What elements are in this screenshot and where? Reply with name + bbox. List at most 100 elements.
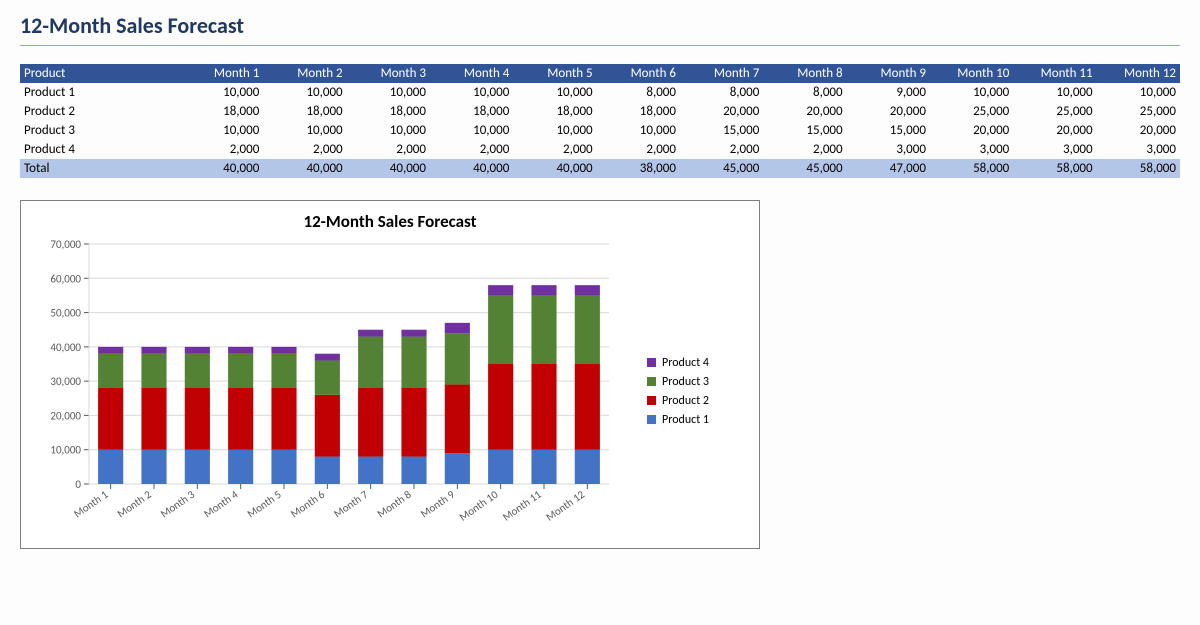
cell-value: 2,000 [680, 140, 763, 159]
cell-value: 20,000 [1013, 121, 1096, 140]
title-divider [20, 45, 1180, 46]
bar-segment [141, 388, 166, 450]
bar-segment [575, 450, 600, 484]
cell-value: 10,000 [180, 121, 263, 140]
table-col-month: Month 5 [513, 64, 596, 83]
bar-segment [401, 457, 426, 484]
bar-segment [185, 354, 210, 388]
table-col-month: Month 7 [680, 64, 763, 83]
cell-value: 18,000 [597, 102, 680, 121]
bar-segment [575, 364, 600, 450]
bar-segment [488, 364, 513, 450]
cell-value: 10,000 [430, 83, 513, 102]
row-label: Product 2 [20, 102, 180, 121]
bar-segment [358, 388, 383, 457]
cell-value: 40,000 [347, 159, 430, 178]
table-col-month: Month 9 [847, 64, 930, 83]
bar-segment [185, 347, 210, 354]
bar-segment [98, 450, 123, 484]
svg-text:Month 9: Month 9 [418, 488, 457, 521]
row-label: Product 1 [20, 83, 180, 102]
bar-segment [488, 285, 513, 295]
legend-label: Product 4 [662, 356, 709, 370]
bar-segment [401, 337, 426, 388]
bar-segment [445, 323, 470, 333]
cell-value: 9,000 [847, 83, 930, 102]
table-col-month: Month 4 [430, 64, 513, 83]
row-label: Product 3 [20, 121, 180, 140]
cell-value: 3,000 [847, 140, 930, 159]
page-title: 12-Month Sales Forecast [20, 12, 1180, 39]
cell-value: 25,000 [930, 102, 1013, 121]
bar-segment [228, 388, 253, 450]
table-col-month: Month 2 [263, 64, 346, 83]
legend-item: Product 4 [647, 356, 709, 370]
cell-value: 10,000 [263, 121, 346, 140]
table-row: Product 42,0002,0002,0002,0002,0002,0002… [20, 140, 1180, 159]
bar-segment [185, 450, 210, 484]
svg-text:Month 10: Month 10 [457, 488, 501, 524]
svg-text:20,000: 20,000 [50, 409, 81, 422]
svg-text:Month 11: Month 11 [500, 488, 544, 524]
bar-segment [98, 354, 123, 388]
svg-text:Month 3: Month 3 [158, 488, 197, 521]
cell-value: 20,000 [847, 102, 930, 121]
table-row: Product 310,00010,00010,00010,00010,0001… [20, 121, 1180, 140]
svg-text:40,000: 40,000 [50, 341, 81, 354]
cell-value: 2,000 [347, 140, 430, 159]
cell-value: 18,000 [180, 102, 263, 121]
bar-segment [271, 450, 296, 484]
cell-value: 10,000 [347, 121, 430, 140]
cell-value: 18,000 [347, 102, 430, 121]
table-col-month: Month 3 [347, 64, 430, 83]
svg-text:50,000: 50,000 [50, 307, 81, 320]
legend-swatch [647, 415, 656, 424]
legend-item: Product 1 [647, 413, 709, 427]
cell-value: 25,000 [1097, 102, 1180, 121]
bar-segment [531, 295, 556, 364]
bar-segment [401, 388, 426, 457]
cell-value: 3,000 [1013, 140, 1096, 159]
bar-segment [531, 364, 556, 450]
svg-text:Month 1: Month 1 [71, 488, 110, 521]
cell-value: 58,000 [930, 159, 1013, 178]
bar-segment [315, 361, 340, 395]
cell-value: 2,000 [263, 140, 346, 159]
cell-value: 15,000 [763, 121, 846, 140]
table-col-product: Product [20, 64, 180, 83]
cell-value: 38,000 [597, 159, 680, 178]
cell-value: 2,000 [763, 140, 846, 159]
cell-value: 25,000 [1013, 102, 1096, 121]
svg-text:70,000: 70,000 [50, 238, 81, 251]
cell-value: 20,000 [680, 102, 763, 121]
cell-value: 8,000 [680, 83, 763, 102]
bar-segment [531, 285, 556, 295]
cell-value: 10,000 [1097, 83, 1180, 102]
legend-swatch [647, 396, 656, 405]
cell-value: 20,000 [1097, 121, 1180, 140]
cell-value: 2,000 [597, 140, 680, 159]
svg-text:Month 2: Month 2 [115, 488, 154, 521]
bar-segment [315, 457, 340, 484]
svg-text:Month 12: Month 12 [544, 488, 588, 524]
bar-segment [271, 388, 296, 450]
chart-container: 12-Month Sales Forecast 010,00020,00030,… [20, 200, 760, 549]
cell-value: 40,000 [513, 159, 596, 178]
svg-text:30,000: 30,000 [50, 375, 81, 388]
cell-value: 3,000 [930, 140, 1013, 159]
cell-value: 47,000 [847, 159, 930, 178]
bar-segment [141, 450, 166, 484]
cell-value: 10,000 [597, 121, 680, 140]
bar-segment [98, 347, 123, 354]
cell-value: 15,000 [847, 121, 930, 140]
table-col-month: Month 1 [180, 64, 263, 83]
bar-segment [445, 453, 470, 484]
cell-value: 2,000 [430, 140, 513, 159]
cell-value: 10,000 [430, 121, 513, 140]
cell-value: 10,000 [513, 121, 596, 140]
bar-segment [271, 347, 296, 354]
bar-segment [358, 457, 383, 484]
legend-label: Product 2 [662, 394, 709, 408]
table-col-month: Month 12 [1097, 64, 1180, 83]
cell-value: 10,000 [263, 83, 346, 102]
